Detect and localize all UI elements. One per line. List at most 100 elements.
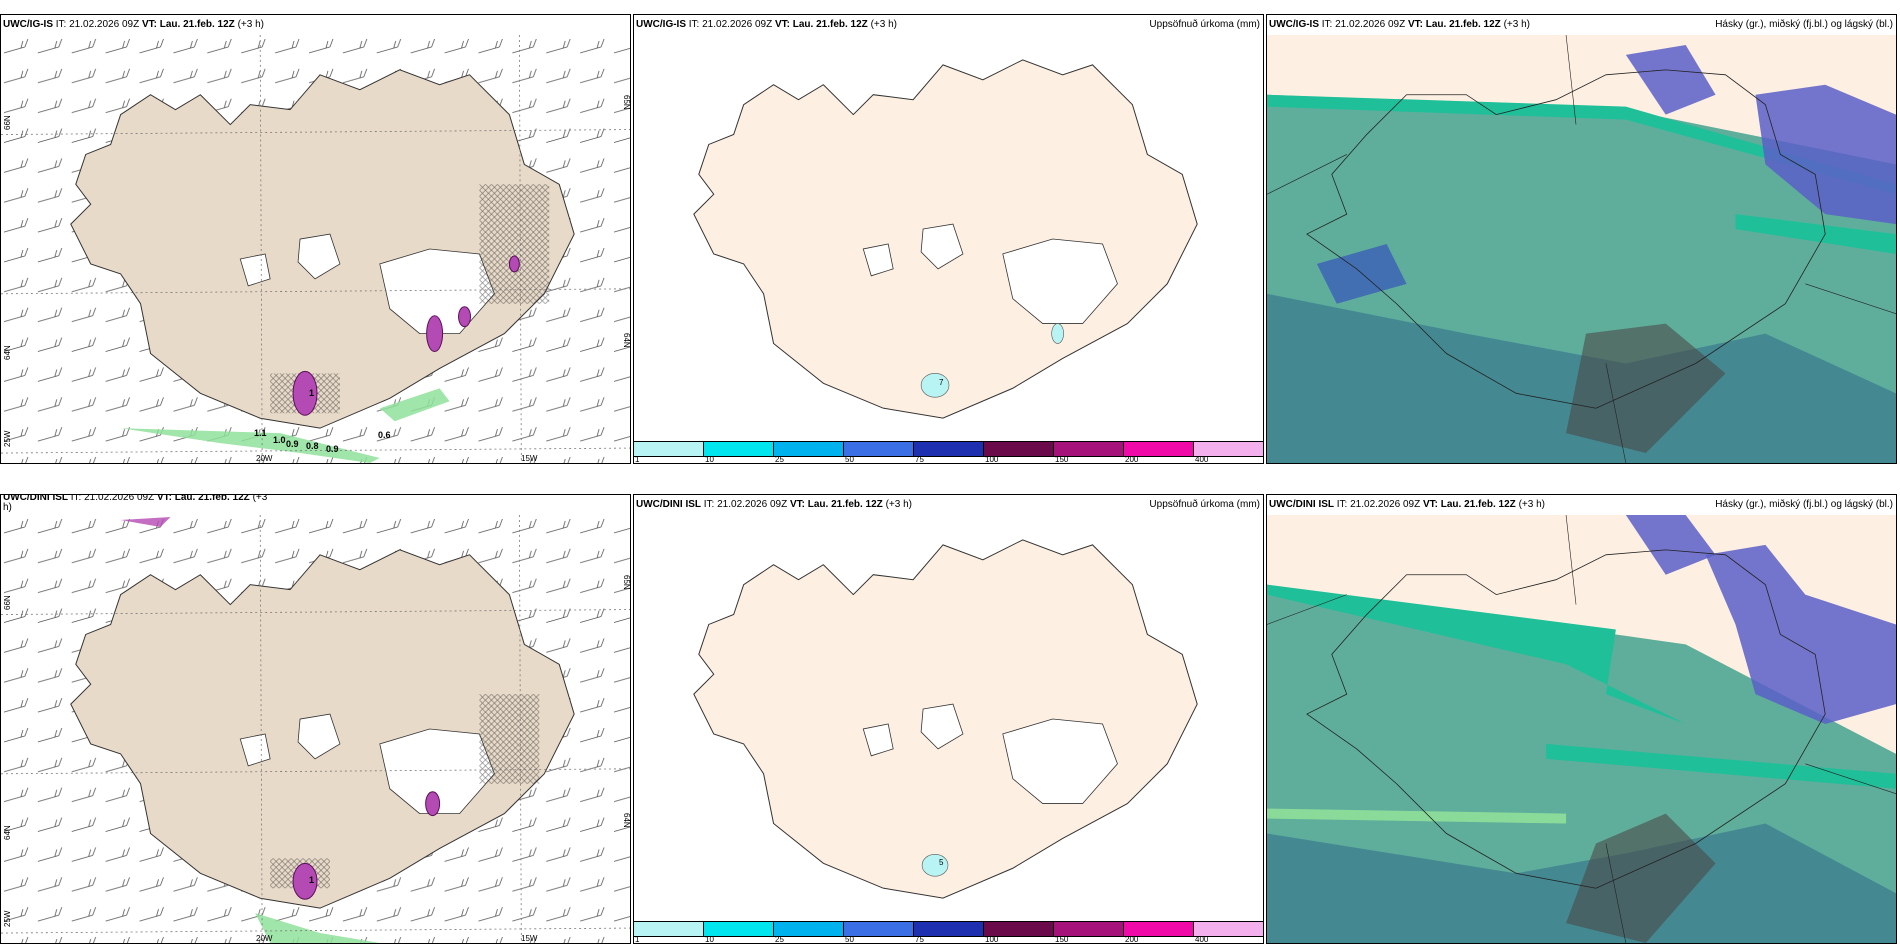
mid-cloud-band	[1267, 584, 1686, 725]
model-name: UWC/IG-IS	[636, 19, 686, 30]
panel-header: UWC/IG-IS IT: 21.02.2026 09Z VT: Lau. 21…	[634, 15, 1263, 35]
wind-panel-bottom: UWC/DINI ISL IT: 21.02.2026 09Z VT: Lau.…	[0, 494, 631, 944]
colorbar-swatch	[1194, 442, 1263, 456]
colorbar-swatch	[774, 442, 844, 456]
precip-value-label: 7	[939, 378, 944, 387]
valid-time: VT: Lau. 21.feb. 12Z	[156, 494, 250, 503]
value-label: 0.8	[306, 441, 319, 451]
dense-cloud-core	[1566, 813, 1716, 943]
colorbar-label: 75	[915, 935, 924, 944]
colorbar-label: 10	[705, 455, 714, 464]
convective-cell	[120, 516, 171, 527]
lon-label: 20W	[256, 454, 273, 463]
colorbar-label: 200	[1125, 455, 1139, 464]
init-time: IT: 21.02.2026 09Z	[70, 494, 155, 503]
colorbar-label: 50	[845, 935, 854, 944]
forecast-offset: (+3	[252, 494, 268, 503]
precip-map	[634, 515, 1263, 921]
colorbar-label: 75	[915, 455, 924, 464]
lon-label: 15W	[521, 454, 538, 463]
cloud-panel-top: UWC/IG-IS IT: 21.02.2026 09Z VT: Lau. 21…	[1266, 14, 1897, 464]
valid-time: VT: Lau. 21.feb. 12Z	[789, 499, 883, 510]
latitude-lines	[1, 609, 630, 934]
colorbar-label: 25	[775, 455, 784, 464]
precip-panel-top: UWC/IG-IS IT: 21.02.2026 09Z VT: Lau. 21…	[633, 14, 1264, 464]
cloud-map-svg	[1267, 35, 1896, 463]
wind-map	[1, 515, 630, 943]
colorbar-swatch	[844, 442, 914, 456]
lat-label: 64N	[3, 345, 12, 360]
colorbar-swatch	[984, 442, 1054, 456]
glacier-hofsjokull	[239, 733, 271, 767]
panel-header: UWC/DINI ISL IT: 21.02.2026 09Z VT: Lau.…	[1, 494, 630, 515]
colorbar-label: 400	[1195, 455, 1209, 464]
wind-panel-top: UWC/IG-IS IT: 21.02.2026 09Z VT: Lau. 21…	[0, 14, 631, 464]
grid-lines	[1267, 515, 1896, 943]
glacier-langjokull	[920, 223, 964, 270]
valid-time: VT: Lau. 21.feb. 12Z	[774, 19, 868, 30]
glacier-hofsjokull	[239, 253, 271, 287]
precip-map-svg	[693, 59, 1198, 419]
valid-time: VT: Lau. 21.feb. 12Z	[141, 19, 235, 30]
colorbar-swatch	[704, 922, 774, 936]
panel-header: UWC/IG-IS IT: 21.02.2026 09Z VT: Lau. 21…	[1267, 15, 1896, 35]
precip-area	[921, 854, 949, 877]
colorbar-swatch	[914, 442, 984, 456]
colorbar-swatch	[774, 922, 844, 936]
precip-panel-bottom: UWC/DINI ISL IT: 21.02.2026 09Z VT: Lau.…	[633, 494, 1264, 944]
convective-cell	[508, 255, 520, 273]
high-cloud	[1316, 244, 1407, 304]
panel-title: Uppsöfnuð úrkoma (mm)	[1149, 19, 1260, 30]
high-cloud	[1625, 44, 1716, 115]
colorbar-labels: 1 10 25 50 75 100 150 200 400	[634, 455, 1263, 463]
colorbar-label: 100	[985, 935, 999, 944]
panel-title: Uppsöfnuð úrkoma (mm)	[1149, 499, 1260, 510]
value-label: 1.0	[273, 435, 286, 445]
init-time: IT: 21.02.2026 09Z	[1336, 499, 1421, 510]
precip-value-label: 5	[939, 858, 944, 867]
glacier-langjokull	[297, 713, 341, 760]
convective-cell	[292, 862, 318, 900]
glacier-langjokull	[297, 233, 341, 280]
coastline	[1306, 69, 1826, 409]
precip-area	[1051, 323, 1064, 344]
mid-cloud-band	[1735, 214, 1896, 254]
cloud-map-svg	[1267, 515, 1896, 943]
hatched-area-east	[479, 184, 550, 304]
lat-label: 66N	[3, 595, 12, 610]
convective-cell	[458, 306, 472, 328]
value-label: 1	[309, 875, 315, 885]
colorbar-label: 150	[1055, 455, 1069, 464]
wind-map-svg	[1, 515, 630, 943]
forecast-offset: (+3 h)	[870, 19, 897, 30]
colorbar-swatch	[1194, 922, 1263, 936]
lat-label: 66N	[3, 115, 12, 130]
colorbar-swatch	[634, 442, 704, 456]
lat-label: 64N	[3, 825, 12, 840]
longitude-lines	[259, 515, 522, 943]
lat-label-right: 65N	[622, 575, 631, 590]
forecast-offset-cont: h)	[3, 502, 12, 513]
init-time: IT: 21.02.2026 09Z	[1321, 19, 1406, 30]
wind-map-svg	[1, 35, 630, 463]
glacier-hofsjokull	[862, 243, 894, 277]
glacier-vatnajokull	[1002, 238, 1118, 324]
forecast-offset: (+3 h)	[885, 499, 912, 510]
panel-title: Hásky (gr.), miðský (fj.bl.) og lágský (…	[1715, 499, 1893, 510]
mid-cloud-band	[1546, 743, 1896, 789]
colorbar-label: 200	[1125, 935, 1139, 944]
colorbar-swatch	[1054, 442, 1124, 456]
forecast-offset: (+3 h)	[1518, 499, 1545, 510]
coastline	[1306, 549, 1826, 889]
high-cloud	[1755, 84, 1896, 225]
lat-label: 25W	[3, 910, 12, 927]
colorbar-swatch	[1124, 442, 1194, 456]
cloud-map	[1267, 35, 1896, 463]
glacier-vatnajokull	[379, 728, 495, 815]
lat-label-right: 64N	[622, 813, 631, 828]
convective-cell	[425, 791, 441, 817]
colorbar-labels: 1 10 25 50 75 100 150 200 400	[634, 935, 1263, 943]
panel-title: Hásky (gr.), miðský (fj.bl.) og lágský (…	[1715, 19, 1893, 30]
glacier-langjokull	[920, 703, 964, 750]
init-time: IT: 21.02.2026 09Z	[703, 499, 788, 510]
